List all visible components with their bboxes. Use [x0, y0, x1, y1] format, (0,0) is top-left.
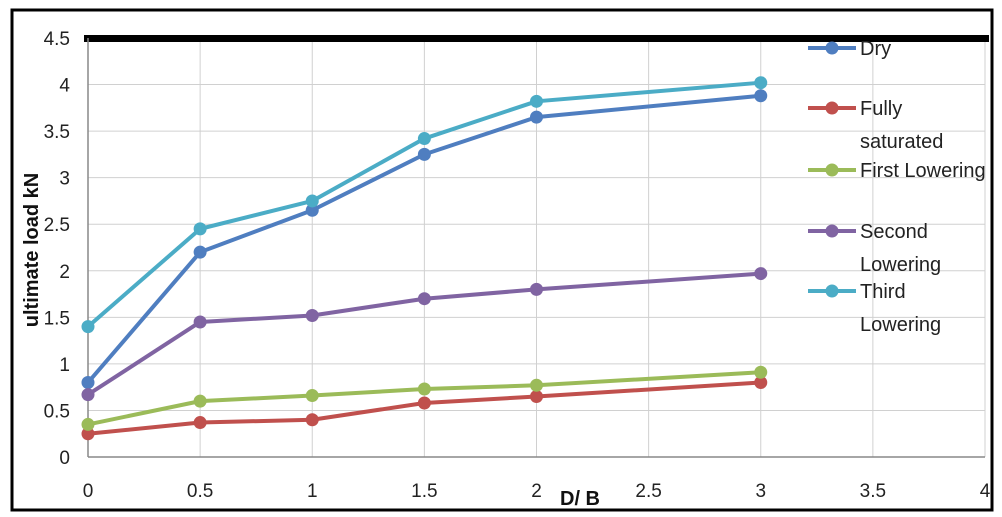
legend-label: Second Lowering: [860, 221, 941, 276]
data-point: [81, 417, 95, 431]
data-point: [754, 376, 768, 390]
data-point: [81, 320, 95, 334]
data-point: [417, 396, 431, 410]
data-point: [81, 388, 95, 402]
plot-top-border: [84, 35, 989, 42]
data-point: [305, 308, 319, 322]
data-point: [81, 427, 95, 441]
legend-swatch-marker: [825, 163, 839, 177]
data-point: [530, 110, 543, 124]
y-tick-label: 3: [59, 169, 70, 190]
y-tick-label: 2.5: [44, 215, 70, 236]
data-point: [193, 222, 207, 236]
data-point: [305, 413, 319, 427]
legend-swatch-marker: [825, 284, 839, 298]
x-tick-label: 2.5: [635, 481, 661, 502]
data-point: [530, 389, 543, 403]
data-point: [754, 267, 768, 281]
x-tick-label: 2: [531, 481, 542, 502]
data-point: [530, 94, 543, 108]
x-tick-label: 1.5: [411, 481, 437, 502]
y-tick-label: 4: [59, 76, 70, 97]
legend-label: First Lowering: [860, 160, 986, 182]
data-point: [417, 292, 431, 306]
y-tick-label: 1.5: [44, 308, 70, 329]
series-line-0: [86, 93, 761, 384]
x-tick-label: 0: [83, 481, 94, 502]
data-point: [81, 376, 95, 390]
data-point: [417, 147, 431, 161]
legend-label-line: First Lowering: [860, 160, 986, 182]
x-tick-label: 3: [755, 481, 766, 502]
legend-label-line: Lowering: [860, 314, 941, 336]
data-point: [530, 378, 543, 392]
legend-swatch-marker: [825, 41, 839, 55]
y-tick-labels: 0 0.5 1 1.5 2 2.5 3 3.5 4 4.5: [44, 29, 71, 469]
data-point: [417, 382, 431, 396]
legend-label-line: Lowering: [860, 254, 941, 276]
data-point: [754, 365, 768, 379]
data-point: [417, 132, 431, 146]
y-tick-label: 0.5: [44, 401, 70, 422]
y-axis-title: ultimate load kN: [21, 173, 43, 327]
legend-label: Fully saturated: [860, 98, 943, 153]
data-point: [193, 315, 207, 329]
data-point: [754, 89, 768, 103]
y-tick-label: 3.5: [44, 122, 70, 143]
y-tick-label: 0: [59, 448, 70, 469]
data-point: [193, 416, 207, 430]
series-line-2: [87, 370, 761, 427]
data-point: [193, 245, 207, 259]
x-tick-label: 3.5: [860, 481, 886, 502]
y-tick-label: 1: [59, 355, 70, 376]
legend-swatch-marker: [825, 224, 839, 238]
series-line-4: [86, 80, 761, 329]
legend-label-line: Fully: [860, 98, 902, 120]
legend-label-line: saturated: [860, 131, 943, 153]
x-tick-label: 4: [980, 481, 991, 502]
y-tick-label: 2: [59, 262, 70, 283]
series-line-3: [86, 271, 761, 397]
legend-swatch-marker: [825, 101, 839, 115]
data-point: [193, 394, 207, 408]
x-tick-label: 0.5: [187, 481, 213, 502]
legend-label-line: Second: [860, 221, 928, 243]
data-point: [305, 203, 319, 217]
legend: Dry Fully saturated First Lowering Second Low…: [808, 38, 986, 336]
x-axis-title: D/ B: [560, 488, 600, 510]
legend-label: Third Lowering: [860, 281, 941, 336]
series-line-1: [87, 380, 761, 436]
x-tick-label: 1: [307, 481, 318, 502]
data-point: [530, 282, 543, 296]
series-lines: [81, 76, 768, 441]
legend-label-line: Third: [860, 281, 906, 303]
data-point: [754, 76, 768, 90]
y-tick-label: 4.5: [44, 29, 70, 50]
data-point: [305, 194, 319, 208]
x-tick-labels: 0 0.5 1 1.5 2 2.5 3 3.5 4: [83, 481, 991, 502]
legend-label: Dry: [860, 38, 891, 60]
data-point: [305, 389, 319, 403]
legend-label-line: Dry: [860, 38, 891, 60]
